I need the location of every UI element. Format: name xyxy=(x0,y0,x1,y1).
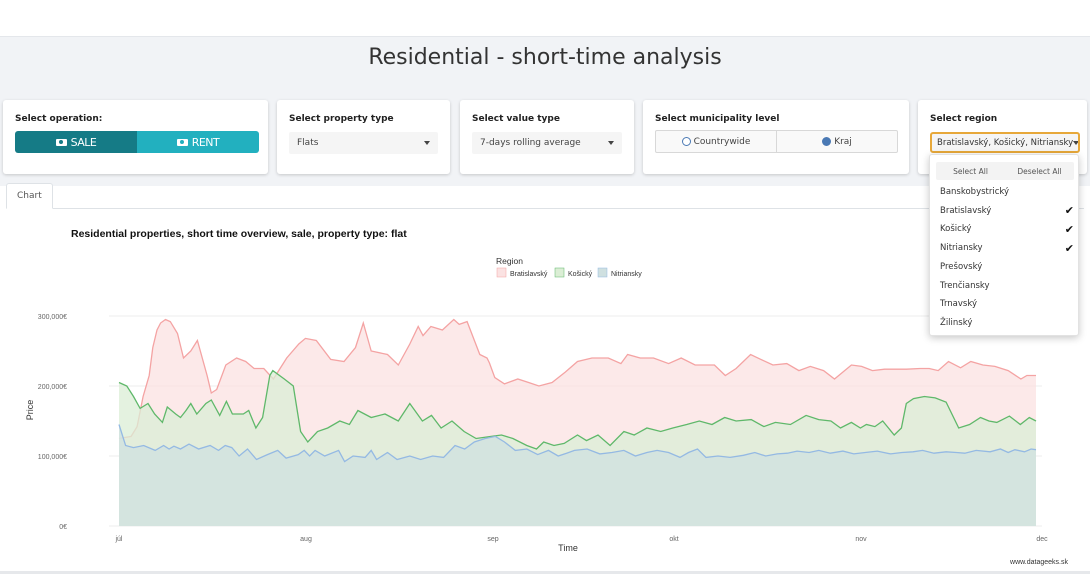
operation-card: Select operation: SALE RENT xyxy=(3,100,268,174)
legend-swatch xyxy=(496,267,507,278)
checkmark-icon: ✔ xyxy=(1064,222,1074,236)
property-type-select[interactable]: Flats xyxy=(289,132,438,154)
x-ticks: júl aug sep okt nov dec xyxy=(114,536,1048,543)
x-tick-label: júl xyxy=(114,536,122,543)
radio-circle-icon xyxy=(822,137,832,146)
y-tick-label: 0€ xyxy=(59,524,67,531)
legend-swatch xyxy=(597,267,608,278)
deselect-all-button[interactable]: Deselect All xyxy=(1017,166,1062,176)
sale-button[interactable]: SALE xyxy=(15,131,137,153)
municipality-radio-group: Countrywide Kraj xyxy=(655,130,898,153)
series-area-nitriansky xyxy=(119,424,1036,526)
tab-bar: Chart xyxy=(6,183,1084,209)
series-line-nitriansky xyxy=(118,424,1037,463)
x-tick-label: okt xyxy=(669,536,678,543)
series-areas xyxy=(118,318,1037,526)
rent-label: RENT xyxy=(191,135,220,149)
caret-down-icon xyxy=(608,141,614,145)
series-line-košický xyxy=(118,369,1037,450)
operation-label: Select operation: xyxy=(15,114,103,124)
operation-toggle: SALE RENT xyxy=(15,131,259,153)
property-type-value: Flats xyxy=(297,138,319,148)
region-option[interactable]: Košický ✔ xyxy=(940,220,1074,238)
checkmark-icon: ✔ xyxy=(1064,241,1074,255)
tab-chart[interactable]: Chart xyxy=(6,183,53,209)
value-type-label: Select value type xyxy=(472,114,560,124)
region-option[interactable]: Žilinský xyxy=(940,314,1074,332)
legend-label: Bratislavský xyxy=(510,271,548,278)
tab-chart-label: Chart xyxy=(17,191,42,201)
region-option[interactable]: Bratislavský ✔ xyxy=(940,202,1074,220)
region-option[interactable]: Prešovský xyxy=(940,258,1074,276)
x-tick-label: aug xyxy=(300,536,312,543)
y-tick-label: 300,000€ xyxy=(38,314,67,321)
region-option-label: Žilinský xyxy=(940,317,973,328)
region-option-label: Banskobystrický xyxy=(940,187,1010,197)
region-option-label: Bratislavský xyxy=(940,205,992,216)
dropdown-actions: Select All Deselect All xyxy=(936,162,1074,180)
browser-top-area xyxy=(0,0,1090,36)
legend-title: Region xyxy=(496,256,523,266)
property-type-label: Select property type xyxy=(289,114,394,124)
radio-kraj-label: Kraj xyxy=(834,136,852,147)
source-credit: www.datageeks.sk xyxy=(1009,559,1068,566)
legend-swatch xyxy=(554,267,565,278)
region-dropdown-menu: Select All Deselect All Banskobystrický B… xyxy=(929,154,1079,336)
y-axis-label: Price xyxy=(25,400,35,421)
legend-label: Košický xyxy=(568,271,593,278)
region-option-label: Trnavský xyxy=(940,299,977,310)
region-option[interactable]: Banskobystrický xyxy=(940,183,1074,201)
radio-countrywide[interactable]: Countrywide xyxy=(656,131,776,152)
region-option-label: Košický xyxy=(940,224,972,235)
value-type-value: 7-days rolling average xyxy=(480,138,581,148)
region-option[interactable]: Trnavský xyxy=(940,295,1074,313)
checkmark-icon: ✔ xyxy=(1064,204,1074,218)
y-tick-label: 200,000€ xyxy=(38,384,67,391)
footer-divider xyxy=(0,571,1090,574)
region-option-label: Prešovský xyxy=(940,261,983,272)
money-icon xyxy=(176,138,188,146)
value-type-select[interactable]: 7-days rolling average xyxy=(472,132,622,154)
municipality-label: Select municipality level xyxy=(655,114,780,124)
radio-circle-icon xyxy=(681,137,691,146)
x-tick-label: nov xyxy=(855,536,867,543)
x-tick-label: sep xyxy=(487,536,498,543)
municipality-card: Select municipality level Countrywide Kr… xyxy=(643,100,909,174)
region-label: Select region xyxy=(930,114,998,124)
chart-title: Residential properties, short time overv… xyxy=(71,228,407,240)
price-chart: Residential properties, short time overv… xyxy=(25,228,1068,566)
page-title: Residential - short-time analysis xyxy=(368,45,722,70)
region-value: Bratislavský, Košický, Nitriansky xyxy=(937,137,1074,148)
caret-down-icon xyxy=(424,141,430,145)
legend: Bratislavský Košický Nitriansky xyxy=(496,267,642,278)
property-type-card: Select property type Flats xyxy=(277,100,450,174)
radio-countrywide-label: Countrywide xyxy=(693,136,751,147)
y-ticks: 0€ 100,000€ 200,000€ 300,000€ xyxy=(38,314,67,531)
select-all-button[interactable]: Select All xyxy=(953,166,988,176)
region-option-label: Trenčiansky xyxy=(940,280,990,291)
sale-label: SALE xyxy=(70,135,97,149)
x-axis-label: Time xyxy=(558,543,578,553)
region-select[interactable]: Bratislavský, Košický, Nitriansky xyxy=(930,132,1080,153)
region-option[interactable]: Nitriansky ✔ xyxy=(940,239,1074,257)
money-icon xyxy=(55,138,67,146)
rent-button[interactable]: RENT xyxy=(137,131,259,153)
region-option[interactable]: Trenčiansky xyxy=(940,277,1074,295)
x-tick-label: dec xyxy=(1036,536,1048,543)
region-option-label: Nitriansky xyxy=(940,243,983,254)
value-type-card: Select value type 7-days rolling average xyxy=(460,100,634,174)
caret-down-icon xyxy=(1073,140,1078,145)
radio-kraj[interactable]: Kraj xyxy=(776,131,897,152)
y-tick-label: 100,000€ xyxy=(38,454,67,461)
legend-label: Nitriansky xyxy=(611,271,642,278)
series-line-bratislavský xyxy=(118,318,1036,440)
